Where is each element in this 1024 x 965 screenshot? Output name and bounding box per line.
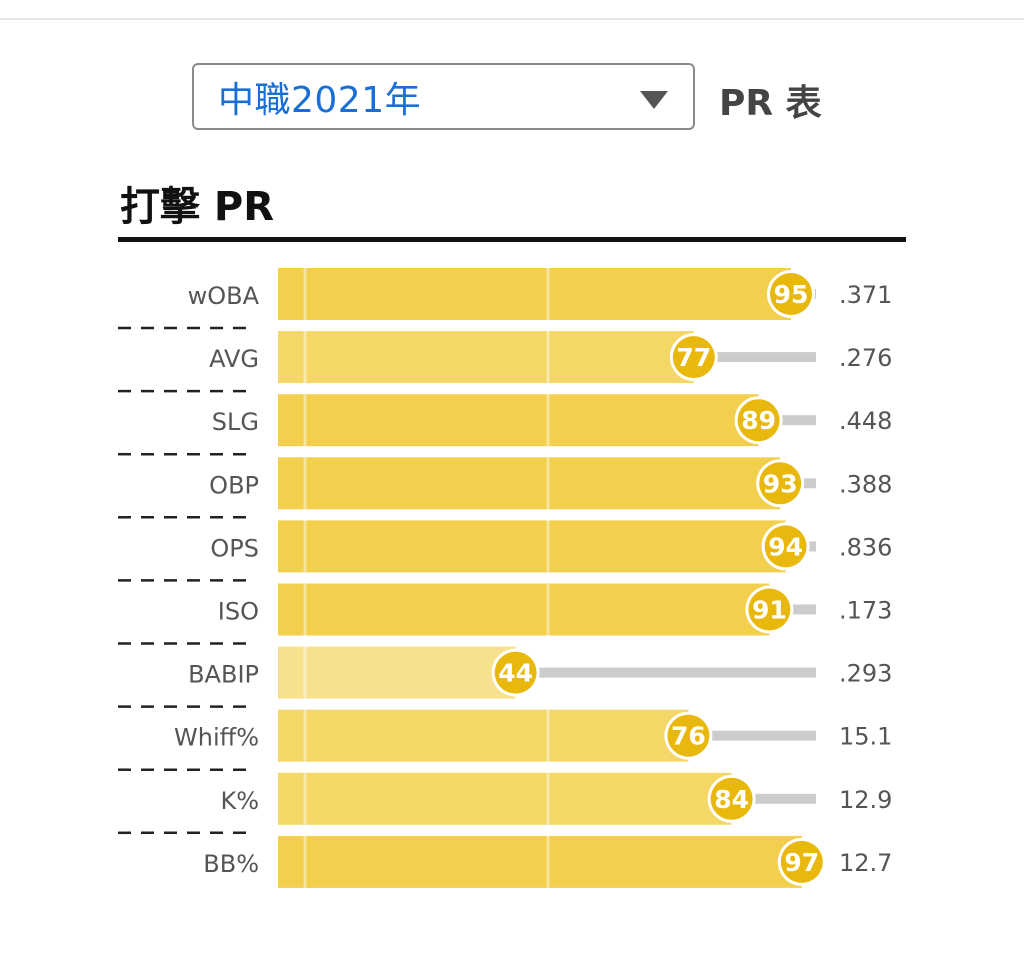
pr-badge xyxy=(737,399,780,442)
stat-value: .276 xyxy=(839,344,892,372)
bar-track xyxy=(515,667,816,678)
reference-line xyxy=(546,709,550,762)
bar-track xyxy=(758,415,816,426)
pr-value: 44 xyxy=(498,659,533,688)
category-label: BABIP xyxy=(188,661,259,689)
season-select[interactable]: 中職2021年 xyxy=(192,63,695,130)
reference-line xyxy=(546,772,550,825)
pr-value: 94 xyxy=(768,532,803,561)
reference-line xyxy=(303,268,307,320)
pr-value: 93 xyxy=(763,469,798,498)
reference-line xyxy=(546,457,550,510)
pr-badge xyxy=(764,525,807,568)
category-label: ISO xyxy=(218,598,259,626)
pr-value: 95 xyxy=(774,280,809,309)
season-select-value: 中職2021年 xyxy=(218,79,422,121)
pr-value: 84 xyxy=(714,785,749,814)
reference-line xyxy=(303,331,307,384)
reference-line xyxy=(303,772,307,825)
stat-value: .293 xyxy=(839,660,892,688)
pr-badge xyxy=(710,777,753,820)
reference-line xyxy=(546,331,550,384)
bar-track xyxy=(731,793,816,804)
category-label: wOBA xyxy=(188,282,260,310)
pr-badge xyxy=(667,714,710,757)
category-label: K% xyxy=(220,787,259,815)
reference-line xyxy=(303,646,307,699)
bar-track xyxy=(688,730,816,741)
section-divider xyxy=(118,237,906,242)
reference-line xyxy=(546,583,550,636)
pr-value: 91 xyxy=(752,596,787,625)
chevron-down-icon[interactable] xyxy=(640,91,668,109)
top-divider xyxy=(0,18,1024,20)
reference-line xyxy=(546,520,550,573)
bar xyxy=(278,268,791,320)
reference-line xyxy=(303,457,307,510)
bar xyxy=(278,457,781,510)
stat-value: .836 xyxy=(839,533,892,561)
stat-value: 12.7 xyxy=(839,849,892,877)
stat-value: 12.9 xyxy=(839,786,892,814)
reference-line xyxy=(303,709,307,762)
stat-value: .448 xyxy=(839,407,892,435)
pr-badge xyxy=(748,588,791,631)
bar xyxy=(278,709,689,762)
pr-badge xyxy=(494,651,537,694)
pr-badge xyxy=(780,840,823,883)
pr-table-label: PR 表 xyxy=(719,83,822,124)
stat-value: 15.1 xyxy=(839,723,892,751)
pr-badge xyxy=(770,273,812,315)
pr-value: 77 xyxy=(676,343,711,372)
pr-value: 97 xyxy=(784,848,819,877)
reference-line xyxy=(303,394,307,447)
stat-value: .371 xyxy=(839,281,892,309)
pr-badge xyxy=(759,462,802,505)
bar xyxy=(278,835,802,888)
pr-value: 76 xyxy=(671,722,706,751)
bar-track xyxy=(693,352,816,363)
reference-line xyxy=(303,583,307,636)
pr-badge xyxy=(672,336,715,379)
bar xyxy=(278,394,759,447)
reference-line xyxy=(303,520,307,573)
bar xyxy=(278,772,732,825)
section-title: 打擊 PR xyxy=(120,184,275,230)
reference-line xyxy=(546,268,550,320)
category-label: AVG xyxy=(209,345,259,373)
stat-value: .173 xyxy=(839,597,892,625)
stat-value: .388 xyxy=(839,470,892,498)
category-label: OPS xyxy=(210,534,259,562)
bar xyxy=(278,583,770,636)
bar xyxy=(278,646,516,699)
reference-line xyxy=(303,835,307,888)
reference-line xyxy=(546,835,550,888)
reference-line xyxy=(546,394,550,447)
category-label: BB% xyxy=(203,850,259,878)
category-label: OBP xyxy=(209,471,259,499)
category-label: Whiff% xyxy=(174,724,259,752)
bar xyxy=(278,520,786,573)
category-label: SLG xyxy=(212,408,259,436)
pr-value: 89 xyxy=(741,406,776,435)
bar xyxy=(278,331,694,384)
